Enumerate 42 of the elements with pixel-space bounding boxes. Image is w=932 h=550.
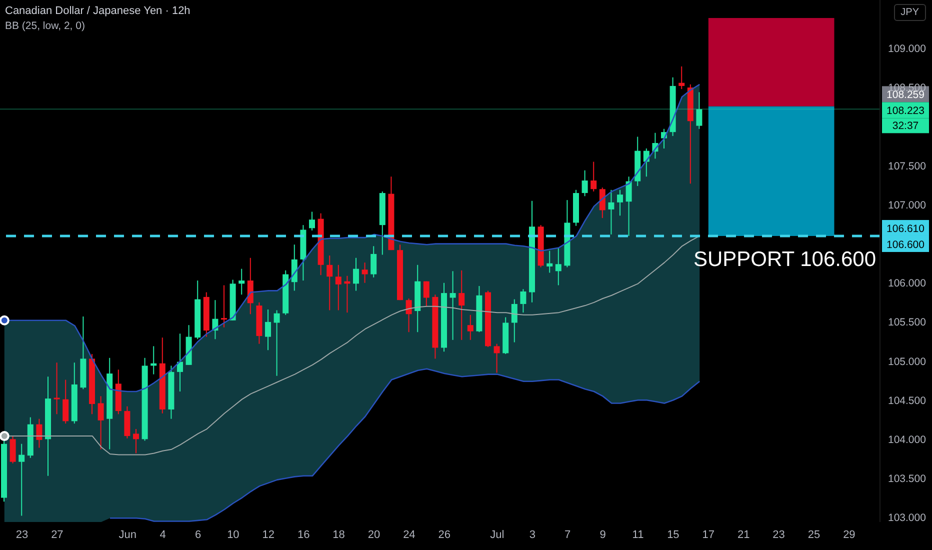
x-tick-label: 27 (51, 528, 64, 541)
x-tick-label: 23 (16, 528, 28, 541)
x-tick-label: 9 (600, 528, 606, 541)
x-tick-label: 15 (667, 528, 680, 541)
x-tick-label: 18 (332, 528, 345, 541)
text: 108.259 (886, 89, 925, 102)
y-tick-label: 105.500 (888, 316, 926, 329)
x-tick-label: 16 (297, 528, 310, 541)
y-tick-label: 107.000 (888, 199, 926, 212)
y-tick-label: 104.500 (888, 394, 926, 407)
text: 32:37 (892, 120, 919, 132)
y-tick-label: 106.000 (888, 278, 926, 290)
text: 106.610 (886, 222, 925, 235)
x-tick-label: 21 (737, 528, 750, 541)
y-tick-label: 103.000 (888, 512, 926, 524)
x-tick-label: 24 (403, 528, 416, 541)
x-tick-label: 3 (529, 528, 536, 541)
y-tick-label: 104.000 (888, 434, 926, 446)
x-tick-label: 12 (262, 528, 275, 541)
text: JPY (894, 4, 926, 21)
ref-line-label: 108.223 (886, 105, 925, 118)
y-tick-label: 105.000 (888, 356, 926, 368)
x-tick-label: 4 (160, 528, 166, 541)
x-tick-label: 17 (702, 528, 715, 541)
x-tick-label: 10 (227, 528, 240, 541)
x-tick-label: 6 (194, 528, 202, 541)
x-tick-label: 26 (438, 528, 451, 541)
x-tick-label: 23 (772, 528, 785, 541)
y-tick-label: 109.000 (888, 43, 926, 56)
x-tick-label: 29 (843, 528, 856, 541)
ref-line-label: SUPPORT 106.600 (694, 248, 876, 271)
x-tick-label: 7 (564, 528, 571, 541)
y-tick-label: 103.500 (888, 472, 926, 485)
x-tick-label: Jul (490, 528, 504, 541)
x-tick-label: 20 (368, 528, 380, 541)
x-tick-label: Jun (118, 528, 136, 541)
text: 106.600 (886, 238, 925, 251)
text: BB (25, low, 2, 0) (5, 20, 85, 32)
y-tick-label: 107.500 (888, 160, 926, 172)
chart-title: Canadian Dollar / Japanese Yen · 12h (5, 5, 190, 17)
x-tick-label: 25 (808, 528, 820, 541)
x-tick-label: 11 (632, 528, 644, 541)
